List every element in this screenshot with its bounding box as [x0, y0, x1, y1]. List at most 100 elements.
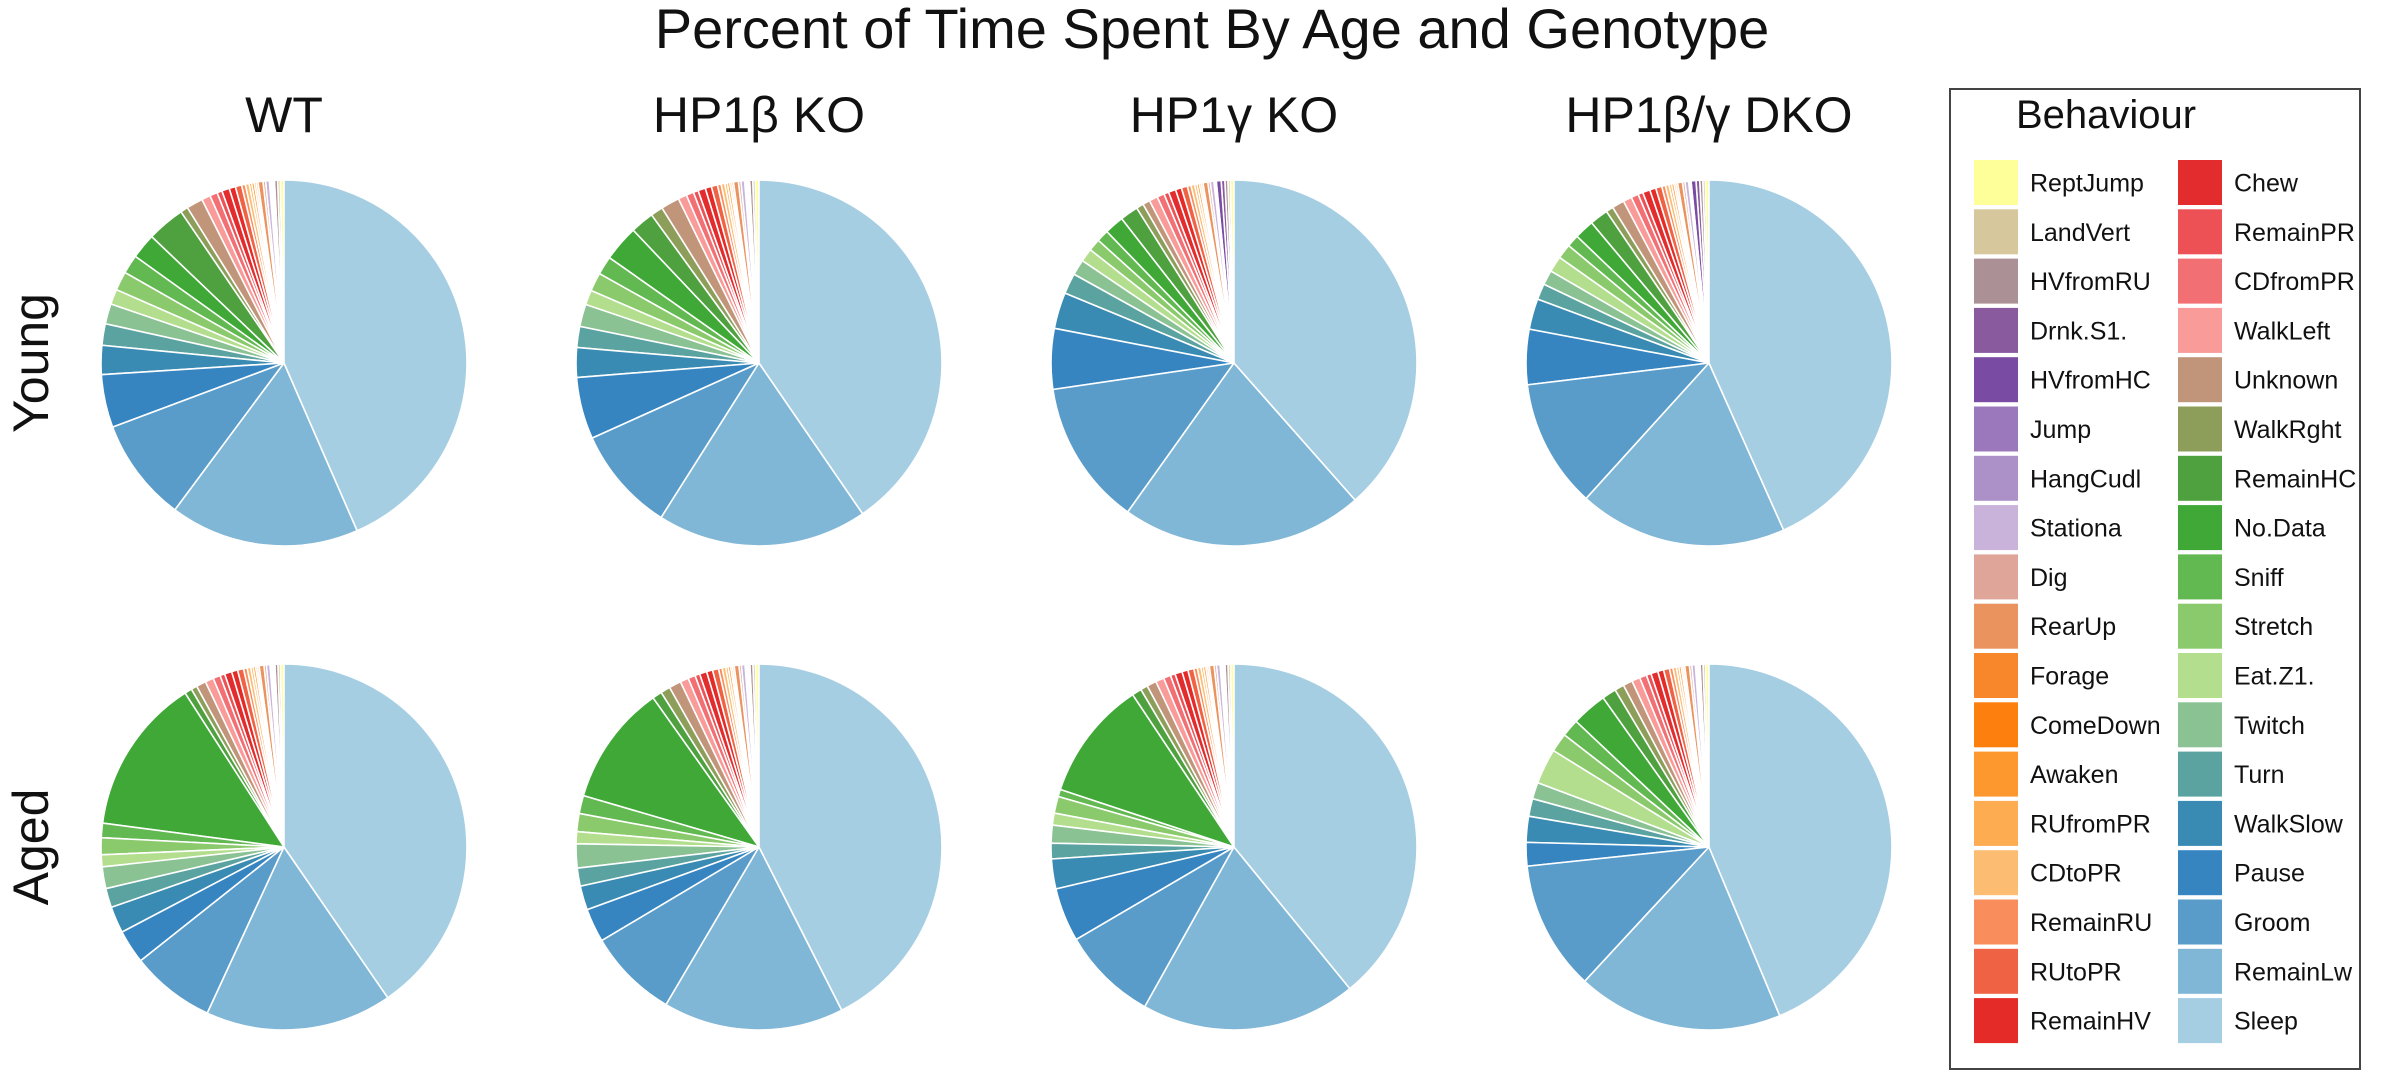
legend-swatch [2178, 751, 2222, 797]
legend-swatch [2178, 899, 2222, 945]
age-labels: Young Aged [3, 293, 59, 905]
pie-slice-sleep [758, 179, 943, 515]
pie-slice-no-data [582, 697, 760, 848]
legend-swatch [1974, 357, 2018, 403]
pie-slice-groom [600, 846, 760, 1006]
legend-label: Eat.Z1. [2234, 663, 2315, 691]
legend-item-hangcudl: HangCudl [1974, 455, 2141, 501]
legend-item-rearup: RearUp [1974, 603, 2116, 649]
legend-label: Turn [2234, 761, 2284, 789]
legend-item-landvert: LandVert [1974, 209, 2130, 255]
genotype-labels: WT HP1β KO HP1γ KO HP1β/γ DKO [245, 87, 1852, 143]
pie-slice-groom [1052, 362, 1235, 513]
legend-label: Drnk.S1. [2030, 317, 2127, 345]
legend-swatch [1974, 800, 2018, 846]
pie-slice-sleep [1233, 179, 1418, 501]
legend-item-walkleft: WalkLeft [2178, 307, 2330, 353]
legend-item-walkrght: WalkRght [2178, 406, 2341, 452]
legend-item-groom: Groom [2178, 899, 2310, 945]
legend-swatch [1974, 258, 2018, 304]
pie-hp1-ko-aged [1050, 663, 1418, 1031]
pie-slice-sleep [283, 663, 468, 999]
legend-label: HVfromHC [2030, 367, 2151, 395]
pie-hp1-ko-aged [575, 663, 943, 1031]
legend-swatch [1974, 406, 2018, 452]
legend-item-dig: Dig [1974, 554, 2068, 600]
legend-swatch [1974, 505, 2018, 551]
chart-title: Percent of Time Spent By Age and Genotyp… [655, 0, 1769, 60]
legend-label: Groom [2234, 909, 2310, 937]
legend-label: Stationa [2030, 515, 2122, 543]
legend-item-sleep: Sleep [2178, 998, 2298, 1044]
legend-item-remainhv: RemainHV [1974, 998, 2151, 1044]
genotype-label-hp1-ko: HP1β KO [653, 87, 865, 143]
legend-swatch [2178, 258, 2222, 304]
legend-swatch [1974, 653, 2018, 698]
legend-label: LandVert [2030, 219, 2130, 247]
legend-swatch [1974, 554, 2018, 600]
legend-swatch [1974, 603, 2018, 649]
pie-slice-groom [591, 362, 760, 519]
legend-label: WalkRght [2234, 416, 2341, 444]
pie-slice-remainlw [174, 362, 358, 547]
pie-slice-sleep [283, 179, 468, 532]
pie-slice-groom [1526, 362, 1710, 500]
legend-item-rutopr: RUtoPR [1974, 948, 2122, 994]
pie-hp1-dko-young [1525, 179, 1893, 547]
legend-label: No.Data [2234, 515, 2326, 543]
legend-label: WalkLeft [2234, 317, 2330, 345]
legend-swatch [2178, 800, 2222, 846]
pie-hp1-dko-aged [1525, 663, 1893, 1031]
genotype-label-wt: WT [245, 87, 323, 143]
legend-label: RemainRU [2030, 909, 2152, 937]
pie-hp1-ko-young [1050, 179, 1418, 547]
legend-item-twitch: Twitch [2178, 702, 2305, 748]
legend-label: Sleep [2234, 1008, 2298, 1036]
legend-label: HVfromRU [2030, 268, 2151, 296]
legend-swatch [1974, 455, 2018, 501]
legend-swatch [2178, 702, 2222, 748]
legend-swatch [2178, 406, 2222, 452]
legend-item-cdtopr: CDtoPR [1974, 850, 2122, 896]
pie-slice-sleep [1708, 663, 1893, 1017]
genotype-label-hp1-dko: HP1β/γ DKO [1565, 87, 1852, 143]
legend-swatch [2178, 850, 2222, 896]
legend-swatch [2178, 160, 2222, 205]
legend-swatch [1974, 948, 2018, 994]
legend-item-hvfromhc: HVfromHC [1974, 357, 2151, 403]
legend-label: Jump [2030, 416, 2091, 444]
legend-item-jump: Jump [1974, 406, 2091, 452]
legend-swatch [1974, 209, 2018, 255]
pie-slice-remainlw [1585, 362, 1785, 547]
legend-swatch [2178, 209, 2222, 255]
legend-label: Chew [2234, 170, 2299, 198]
pie-slice-remainlw [660, 362, 864, 547]
pie-slice-sleep [758, 663, 943, 1012]
legend-label: Awaken [2030, 761, 2119, 789]
legend-swatch [1974, 899, 2018, 945]
pie-wt-young [100, 179, 468, 547]
legend-label: Forage [2030, 663, 2109, 691]
pie-grid [100, 179, 1893, 1031]
legend-label: CDtoPR [2030, 860, 2122, 888]
legend-label: Stretch [2234, 613, 2313, 641]
legend-item-rufrompr: RUfromPR [1974, 800, 2151, 846]
legend-label: RUtoPR [2030, 958, 2122, 986]
legend-item-remainhc: RemainHC [2178, 455, 2356, 501]
legend-item-sniff: Sniff [2178, 554, 2284, 600]
legend-label: CDfromPR [2234, 268, 2355, 296]
legend-item-forage: Forage [1974, 653, 2109, 698]
legend-item-comedown: ComeDown [1974, 702, 2161, 748]
legend-swatch [2178, 603, 2222, 649]
legend-swatch [2178, 998, 2222, 1044]
legend-item-unknown: Unknown [2178, 357, 2338, 403]
legend-swatch [2178, 948, 2222, 994]
legend-label: HangCudl [2030, 465, 2141, 493]
legend-swatch [2178, 653, 2222, 698]
pie-slice-sleep [1708, 179, 1893, 531]
legend-item-eat-z1: Eat.Z1. [2178, 653, 2315, 698]
legend-item-remainlw: RemainLw [2178, 948, 2353, 994]
legend-items: ReptJump LandVert HVfromRU Drnk.S1. HVfromHC… [1974, 160, 2356, 1044]
pie-hp1-ko-young [575, 179, 943, 547]
legend-item-remainru: RemainRU [1974, 899, 2152, 945]
